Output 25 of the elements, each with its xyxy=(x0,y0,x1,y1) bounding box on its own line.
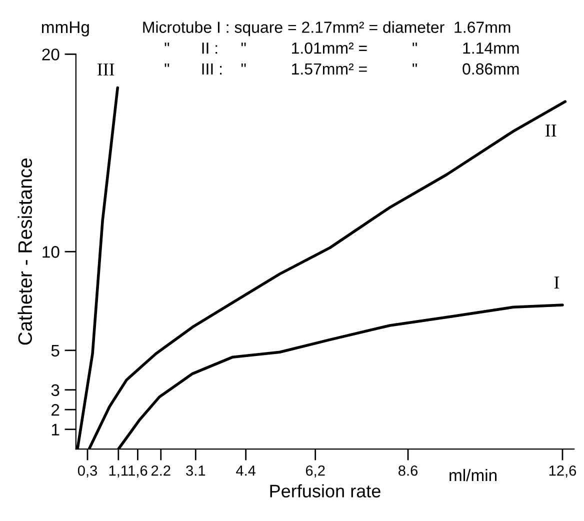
series-label: II xyxy=(545,124,556,136)
text: " II : " 1.01mm² = " 1.14mm xyxy=(164,42,519,54)
y-tick-label: 2 xyxy=(52,404,60,416)
series-label: III xyxy=(97,64,114,76)
x-tick-label: 8.6 xyxy=(398,465,418,476)
text: Microtube I : square = 2.17mm² = diameter 1.67mm xyxy=(143,21,510,36)
x-axis-title: Perfusion rate xyxy=(270,484,380,498)
text: ml/min xyxy=(450,468,496,482)
x-tick-label: 2.2 xyxy=(151,465,170,476)
y-tick-label: 5 xyxy=(51,344,60,357)
series-label: I xyxy=(554,276,560,288)
x-tick-label: 12,6 xyxy=(549,465,576,478)
x-tick-label: 1,1 xyxy=(109,466,128,478)
y-tick-label: 1 xyxy=(52,424,60,436)
x-tick-label: 3.1 xyxy=(186,465,206,476)
annotation: " III : " 1.57mm² = " 0.86mm xyxy=(164,63,519,75)
x-tick-label: 4.4 xyxy=(236,466,256,476)
x-tick-label: 0,3 xyxy=(78,465,97,478)
y-axis-title: Catheter - Resistance xyxy=(18,158,32,345)
x-tick-label: 6,2 xyxy=(306,465,325,478)
y-tick-label: 10 xyxy=(42,246,60,258)
y-tick-label: 3 xyxy=(51,384,60,396)
x-tick-label: 1,6 xyxy=(128,465,148,478)
text: mmHg xyxy=(42,22,89,36)
y-tick-label: 20 xyxy=(42,48,60,60)
